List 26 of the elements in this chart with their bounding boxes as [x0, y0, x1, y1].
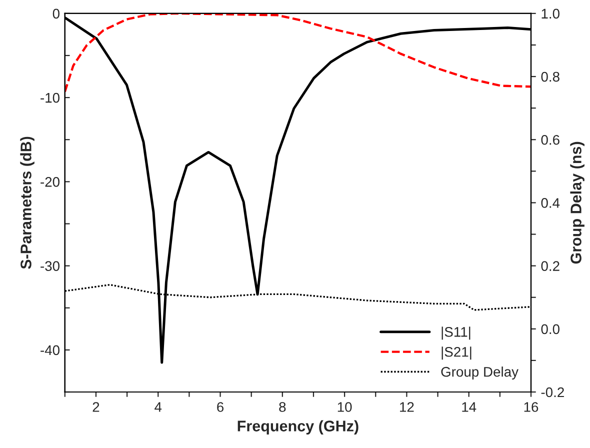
y-tick-label: -20	[40, 177, 60, 187]
y2-tick-label: -0.2	[541, 387, 564, 398]
x-tick-label: 10	[338, 402, 352, 412]
y-tick-label: -40	[40, 345, 60, 356]
y2-tick-label: 0.6	[541, 134, 560, 145]
y2-tick-label: 0.2	[541, 261, 560, 271]
x-axis-title: Frequency (GHz)	[238, 420, 358, 434]
y2-tick-label: 0.0	[541, 324, 560, 334]
x-tick-label: 6	[217, 402, 224, 412]
x-tick-label: 12	[400, 402, 414, 412]
y2-tick-label: 0.4	[541, 198, 560, 208]
y-tick-label: 0	[52, 8, 60, 19]
x-tick-label: 4	[154, 402, 162, 412]
x-tick-label: 8	[279, 402, 286, 412]
legend-label: Group Delay	[441, 366, 518, 380]
y-tick-label: -10	[40, 92, 60, 103]
x-tick-label: 14	[462, 402, 476, 412]
y-tick-label: -30	[40, 261, 60, 271]
x-tick-label: 16	[524, 402, 538, 412]
y2-tick-label: 1.0	[542, 8, 560, 19]
y-axis-title: S-Parameters (dB)	[20, 136, 34, 269]
y2-axis-title: Group Delay (ns)	[570, 142, 584, 264]
legend-label: |S11|	[442, 326, 470, 340]
y2-tick-label: 0.8	[541, 72, 560, 82]
x-tick-label: 2	[92, 402, 100, 412]
legend-label: |S21|	[442, 346, 472, 360]
